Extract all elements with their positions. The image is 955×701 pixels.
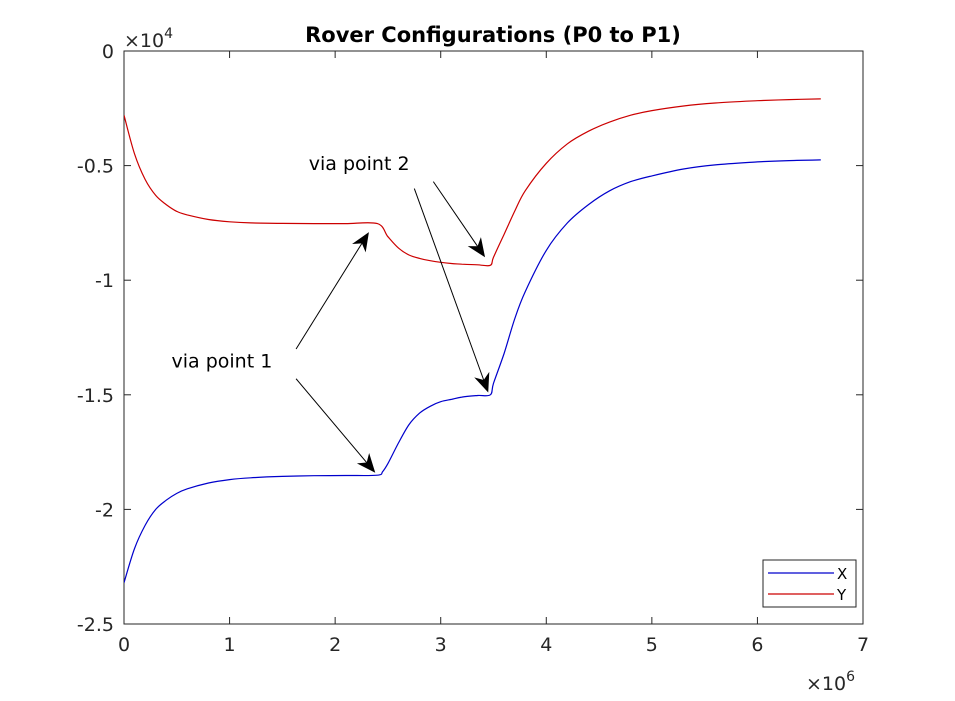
x-tick-label-6: 6 (751, 634, 763, 656)
annotation-layer: via point 1 via point 2 (172, 153, 490, 473)
x-tick-label-5: 5 (646, 634, 658, 656)
svg-text:×106: ×106 (806, 669, 855, 695)
annotation-arrow-head-1-2 (356, 453, 376, 473)
annotation-arrow-shaft-2-1 (432, 181, 478, 247)
annotation-label-1: via point 1 (172, 350, 273, 372)
annotation-arrow-head-1-1 (352, 232, 369, 253)
annotation-arrow-head-2-2 (474, 371, 490, 393)
y-tick-label-1: -0.5 (77, 156, 114, 178)
y-tick-label-0: 0 (102, 41, 114, 63)
legend-label-y: Y (836, 586, 847, 604)
annotation-arrow-shaft-1-2 (295, 378, 368, 463)
x-tick-label-2: 2 (329, 634, 341, 656)
plot-area (123, 50, 864, 625)
x-tick-label-4: 4 (540, 634, 552, 656)
chart-title: Rover Configurations (P0 to P1) (305, 23, 681, 47)
x-multiplier-base: ×10 (806, 673, 846, 695)
x-multiplier-exponent: 6 (846, 669, 855, 685)
x-axis-multiplier: ×106 (806, 669, 855, 695)
annotation-arrow-head-2-1 (467, 237, 486, 258)
x-axis-ticks: 0 1 2 3 4 5 6 7 (118, 51, 869, 656)
y-axis-ticks: 0 -0.5 -1 -1.5 -2 -2.5 (77, 41, 863, 636)
y-tick-label-5: -2.5 (77, 614, 114, 636)
legend-box (762, 559, 857, 608)
y-multiplier-exponent: 4 (164, 26, 173, 42)
y-axis-multiplier: ×104 (124, 26, 173, 52)
legend-label-x: X (837, 565, 847, 583)
y-multiplier-base: ×10 (124, 30, 164, 52)
svg-text:×104: ×104 (124, 26, 173, 52)
x-tick-label-1: 1 (224, 634, 236, 656)
y-tick-label-2: -1 (95, 270, 114, 292)
y-tick-label-4: -2 (95, 499, 114, 521)
annotation-arrow-shaft-2-2 (413, 188, 485, 381)
x-tick-label-7: 7 (857, 634, 869, 656)
annotation-label-2: via point 2 (309, 153, 410, 175)
x-tick-label-0: 0 (118, 634, 130, 656)
annotation-arrow-shaft-1-1 (295, 243, 363, 350)
x-tick-label-3: 3 (435, 634, 447, 656)
y-tick-label-3: -1.5 (77, 385, 114, 407)
series-line-x (124, 159, 821, 583)
legend: X Y (762, 559, 857, 608)
